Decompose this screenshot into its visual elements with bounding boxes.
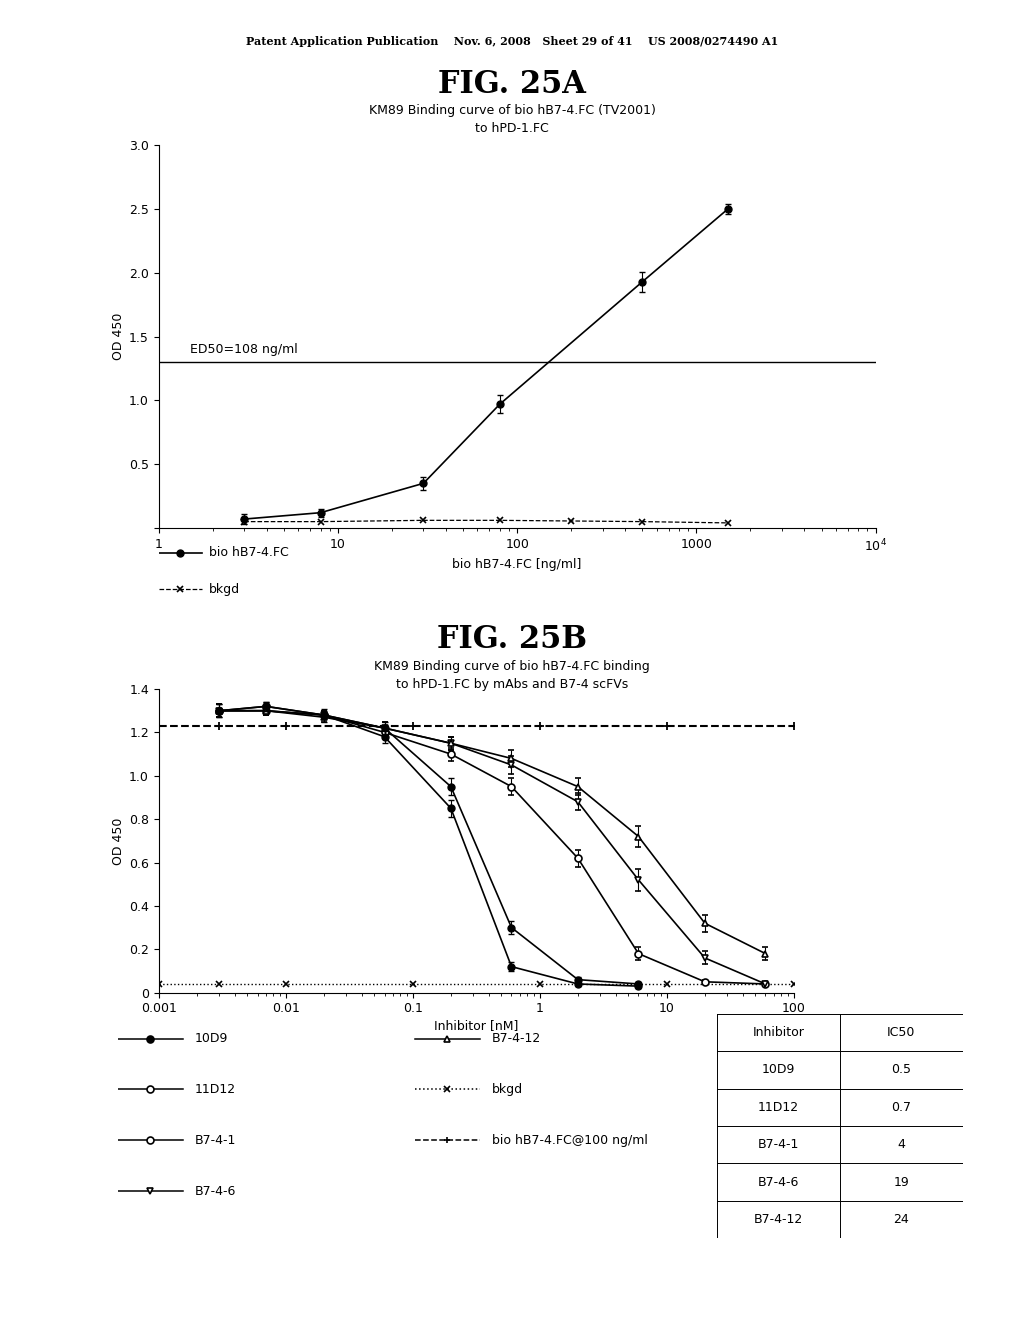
Text: B7-4-6: B7-4-6 [758, 1176, 799, 1188]
Text: Inhibitor: Inhibitor [753, 1026, 804, 1039]
Text: ED50=108 ng/ml: ED50=108 ng/ml [190, 343, 298, 356]
X-axis label: bio hB7-4.FC [ng/ml]: bio hB7-4.FC [ng/ml] [453, 558, 582, 572]
Text: B7-4-1: B7-4-1 [758, 1138, 799, 1151]
X-axis label: Inhibitor [nM]: Inhibitor [nM] [434, 1019, 518, 1032]
Text: B7-4-12: B7-4-12 [754, 1213, 803, 1226]
Text: 10D9: 10D9 [762, 1064, 795, 1076]
Text: bio hB7-4.FC@100 ng/ml: bio hB7-4.FC@100 ng/ml [492, 1134, 648, 1147]
Text: 24: 24 [893, 1213, 909, 1226]
Text: 10D9: 10D9 [195, 1032, 228, 1045]
Text: bkgd: bkgd [492, 1082, 523, 1096]
Text: Patent Application Publication    Nov. 6, 2008   Sheet 29 of 41    US 2008/02744: Patent Application Publication Nov. 6, 2… [246, 36, 778, 46]
Text: KM89 Binding curve of bio hB7-4.FC (TV2001)
to hPD-1.FC: KM89 Binding curve of bio hB7-4.FC (TV20… [369, 104, 655, 135]
Text: 11D12: 11D12 [195, 1082, 237, 1096]
Text: bkgd: bkgd [209, 582, 240, 595]
Text: B7-4-12: B7-4-12 [492, 1032, 541, 1045]
Text: 4: 4 [897, 1138, 905, 1151]
Text: FIG. 25B: FIG. 25B [437, 624, 587, 655]
Y-axis label: OD 450: OD 450 [112, 817, 125, 865]
Text: 0.7: 0.7 [891, 1101, 911, 1114]
Text: B7-4-1: B7-4-1 [195, 1134, 237, 1147]
Text: 11D12: 11D12 [758, 1101, 799, 1114]
Text: B7-4-6: B7-4-6 [195, 1184, 237, 1197]
Text: 19: 19 [893, 1176, 909, 1188]
Y-axis label: OD 450: OD 450 [112, 313, 125, 360]
Text: 0.5: 0.5 [891, 1064, 911, 1076]
Text: FIG. 25A: FIG. 25A [438, 69, 586, 99]
Text: bio hB7-4.FC: bio hB7-4.FC [209, 546, 289, 560]
Text: KM89 Binding curve of bio hB7-4.FC binding
to hPD-1.FC by mAbs and B7-4 scFVs: KM89 Binding curve of bio hB7-4.FC bindi… [374, 660, 650, 690]
Text: IC50: IC50 [887, 1026, 915, 1039]
